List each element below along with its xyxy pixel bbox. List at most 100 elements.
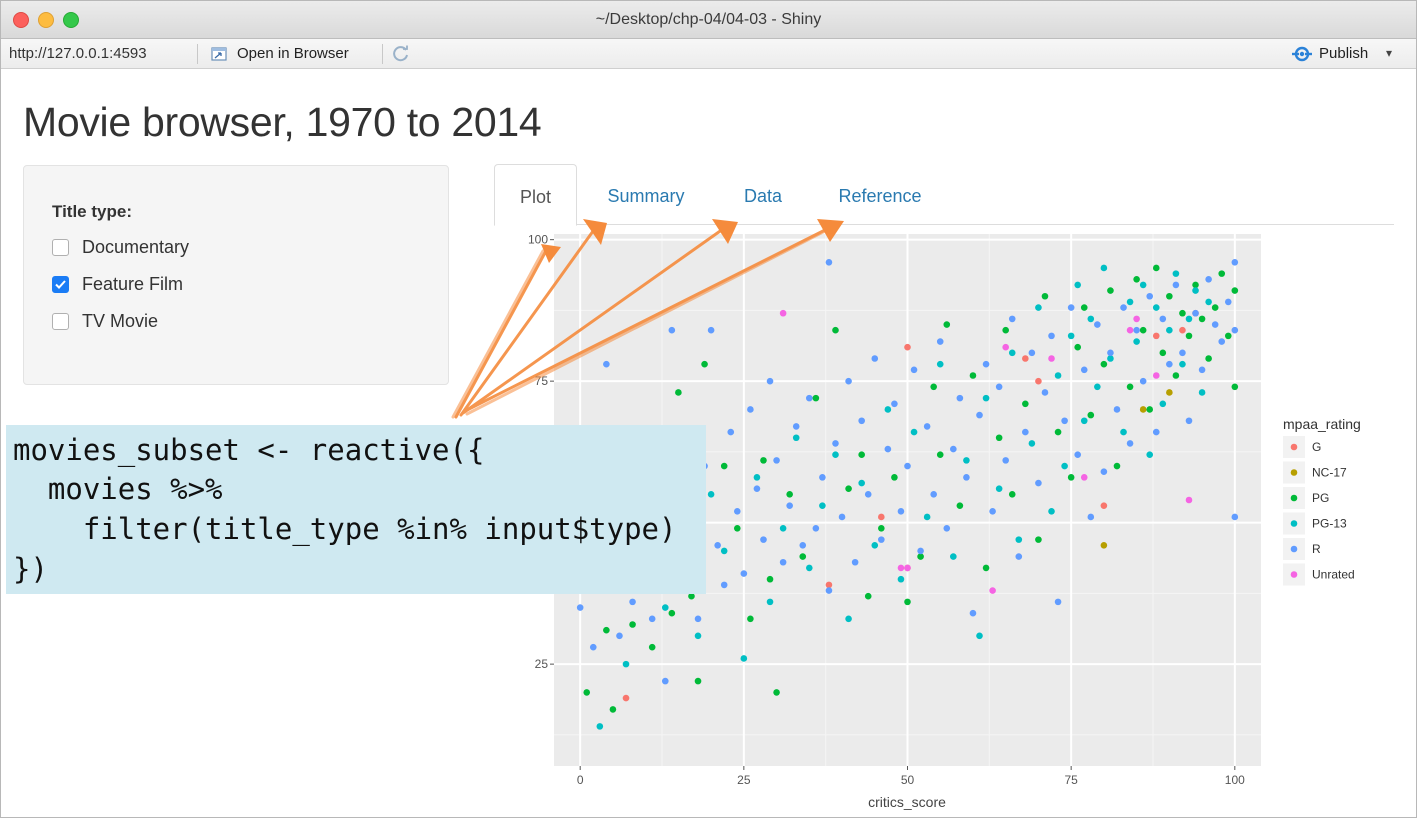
code-line: movies_subset <- reactive({ [13,433,485,467]
data-point-pg [1231,287,1239,294]
data-point-pg [720,462,728,470]
data-point-r [1015,553,1023,560]
data-point-pg-13 [1159,400,1167,408]
data-point-r [661,677,669,685]
legend-label: G [1312,440,1321,454]
data-point-pg-13 [858,479,865,487]
url-field[interactable]: http://127.0.0.1:4593 [9,45,147,62]
data-point-r [956,394,964,402]
data-point-r [1048,332,1055,340]
legend-swatch [1290,520,1298,527]
data-point-pg [1231,383,1239,391]
data-point-pg-13 [923,513,931,521]
legend-swatch [1290,469,1298,476]
refresh-icon[interactable] [392,45,410,63]
open-in-browser-button[interactable]: Open in Browser [237,45,349,62]
data-point-pg-13 [963,457,970,464]
data-point-pg-13 [1067,332,1075,340]
data-point-pg-13 [871,541,879,549]
x-tick-label: 75 [1064,773,1078,787]
checkbox-label[interactable]: Documentary [82,236,190,257]
chevron-down-icon[interactable]: ▾ [1386,46,1393,60]
data-point-r [806,394,813,402]
close-window-button[interactable] [13,12,29,28]
data-point-r [1179,349,1186,357]
data-point-r [766,377,774,385]
data-point-pg-13 [1179,360,1186,368]
toolbar-divider [382,44,383,64]
maximize-window-button[interactable] [63,12,79,28]
data-point-g [1152,332,1160,340]
data-point-r [1022,428,1029,436]
data-point-r [832,440,839,447]
data-point-r [825,258,833,266]
publish-icon[interactable] [1292,46,1312,62]
data-point-r [648,615,656,623]
data-point-pg-13 [596,723,604,730]
checkbox-label[interactable]: Feature Film [82,273,184,294]
data-point-r [989,508,996,515]
data-point-r [819,474,826,481]
data-point-pg [936,451,944,459]
data-point-pg-13 [1166,326,1173,334]
data-point-nc-17 [1139,406,1147,413]
data-point-pg-13 [1054,372,1062,379]
data-point-r [1224,298,1232,306]
data-point-r [740,570,748,577]
data-point-pg [858,451,865,459]
data-point-r [1074,451,1082,459]
data-point-pg [1139,326,1147,334]
data-point-r [714,541,721,549]
data-point-g [878,513,885,521]
data-point-pg-13 [910,428,918,436]
tab-plot[interactable]: Plot [494,164,577,226]
data-point-pg [694,677,702,685]
data-point-pg [1218,270,1226,277]
data-point-r [1152,428,1160,436]
tab-reference[interactable]: Reference [838,186,922,206]
checkbox-box[interactable] [52,238,69,256]
data-point-pg [701,360,708,368]
open-in-browser-icon[interactable] [211,47,227,61]
data-point-pg [629,621,636,628]
data-point-r [884,445,892,453]
checkbox-label[interactable]: TV Movie [82,310,159,331]
minimize-window-button[interactable] [38,12,54,28]
data-point-pg [1008,491,1016,498]
data-point-r [1080,366,1088,374]
data-point-pg [1224,332,1232,340]
data-point-pg [832,326,839,334]
data-point-r [707,326,715,334]
checkbox-tv-movie[interactable]: TV Movie [52,310,158,332]
tab-bar: Plot Summary Data Reference [494,164,1394,226]
checkbox-documentary[interactable]: Documentary [52,236,189,258]
sidebar-panel: Title type: Documentary Feature Film TV … [23,165,449,385]
tab-summary[interactable]: Summary [607,186,685,206]
data-point-r [1113,406,1121,413]
data-point-unrated [1080,474,1088,481]
data-point-pg-13 [832,451,839,459]
tab-data[interactable]: Data [743,186,783,206]
data-point-r [694,615,702,623]
data-point-r [1218,338,1226,345]
data-point-pg-13 [1192,287,1199,294]
data-point-pg [1041,292,1049,300]
legend-swatch [1290,494,1298,502]
data-point-pg [1074,343,1082,351]
x-tick-label: 0 [577,773,584,787]
checkbox-box-checked[interactable] [52,275,69,293]
data-point-pg-13 [1061,462,1068,470]
checkbox-feature-film[interactable]: Feature Film [52,273,183,295]
data-point-r [1185,417,1193,425]
legend-swatch [1290,545,1298,553]
data-point-unrated [897,564,905,572]
data-point-r [720,581,728,589]
code-annotation: movies_subset <- reactive({ movies %>% f… [6,425,706,594]
publish-button[interactable]: Publish [1319,45,1369,62]
data-point-pg-13 [1087,315,1095,323]
checkbox-box[interactable] [52,312,69,330]
data-point-pg [1087,411,1095,419]
data-point-r [1231,326,1239,334]
data-point-pg-13 [694,632,702,640]
data-point-r [930,491,937,498]
